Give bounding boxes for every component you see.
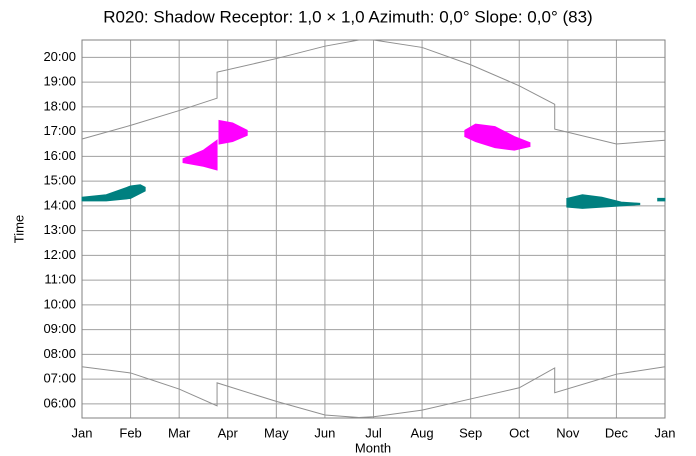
x-tick-label: Jan xyxy=(72,425,93,440)
x-tick-label: Aug xyxy=(411,425,434,440)
x-tick-label: Jan xyxy=(655,425,676,440)
shadow-area xyxy=(81,184,146,202)
shadow-area xyxy=(657,197,666,202)
chart-title: R020: Shadow Receptor: 1,0 × 1,0 Azimuth… xyxy=(103,7,592,26)
y-tick-label: 09:00 xyxy=(43,321,76,336)
x-tick-label: Jul xyxy=(365,425,382,440)
y-tick-label: 14:00 xyxy=(43,197,76,212)
shadow-area xyxy=(464,123,531,151)
y-tick-label: 17:00 xyxy=(43,123,76,138)
y-axis-label: Time xyxy=(11,215,26,243)
x-tick-label: May xyxy=(264,425,289,440)
y-tick-label: 06:00 xyxy=(43,395,76,410)
x-tick-label: Nov xyxy=(556,425,580,440)
y-tick-label: 20:00 xyxy=(43,49,76,64)
shadow-area xyxy=(218,119,248,145)
line xyxy=(81,366,666,419)
y-tick-label: 18:00 xyxy=(43,98,76,113)
y-tick-label: 13:00 xyxy=(43,222,76,237)
y-tick-label: 16:00 xyxy=(43,148,76,163)
y-tick-label: 08:00 xyxy=(43,346,76,361)
y-tick-label: 12:00 xyxy=(43,247,76,262)
y-tick-label: 10:00 xyxy=(43,296,76,311)
shadow-area xyxy=(182,139,218,171)
x-tick-label: Sep xyxy=(459,425,482,440)
x-tick-label: Oct xyxy=(509,425,530,440)
x-tick-label: Apr xyxy=(218,425,239,440)
x-tick-label: Feb xyxy=(119,425,141,440)
y-tick-label: 19:00 xyxy=(43,74,76,89)
y-tick-label: 07:00 xyxy=(43,371,76,386)
line xyxy=(81,39,666,145)
x-axis-label: Month xyxy=(355,440,391,455)
shadow-area xyxy=(566,194,641,209)
x-tick-label: Dec xyxy=(605,425,629,440)
y-tick-label: 11:00 xyxy=(44,272,76,287)
x-tick-label: Jun xyxy=(314,425,335,440)
y-tick-label: 15:00 xyxy=(43,173,76,188)
x-tick-label: Mar xyxy=(168,425,191,440)
